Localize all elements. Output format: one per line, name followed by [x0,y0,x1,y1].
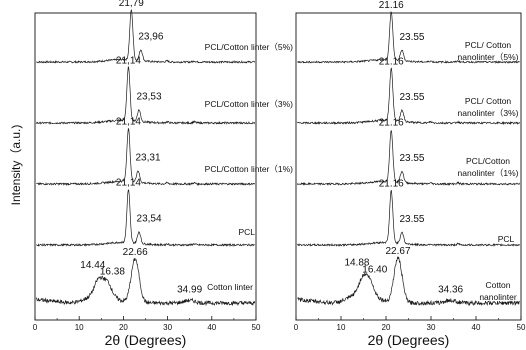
peak-label: 23.55 [399,153,424,164]
series-label: PCL [238,227,255,237]
x-tick-label: 10 [337,323,346,332]
series-label: PCL/Cotton linter（3%) [205,99,294,109]
x-tick-label: 0 [294,323,299,332]
peak-label: 14.88 [344,257,369,268]
x-tick-label: 20 [119,323,128,332]
x-tick-label: 20 [382,323,391,332]
series-label: PCL/Cotton linter（5%) [205,42,294,52]
peak-label: 21,14 [116,116,141,127]
xrd-trace [297,67,520,126]
peak-label: 23,31 [136,153,161,164]
series-label: nanolinter（1%) [458,168,519,178]
peak-label: 23,54 [137,214,162,225]
peak-label: 23.55 [399,32,424,43]
x-tick-label: 50 [517,323,526,332]
x-tick-label: 30 [163,323,172,332]
x-axis-label: 2θ (Degrees) [105,332,187,348]
xrd-trace [36,257,256,307]
peak-label: 21.16 [379,56,404,67]
peak-label: 16.40 [362,264,387,275]
peak-label: 21,14 [116,55,141,66]
series-label: PCL/Cotton [466,156,510,166]
peak-label: 34.99 [177,284,202,295]
x-tick-label: 10 [75,323,84,332]
peak-label: 23.55 [399,214,424,225]
series-label: nanolinter（3%) [458,108,519,118]
series-label: nanolinter [479,292,517,302]
xrd-trace [36,128,255,187]
xrd-trace [297,11,520,64]
peak-label: 23.55 [399,92,424,103]
peak-label: 34.36 [438,284,463,295]
peak-label: 21,14 [116,177,141,188]
xrd-trace [36,65,256,125]
peak-label: 14.44 [80,260,105,271]
peak-label: 21.16 [379,117,404,128]
xrd-trace [297,256,520,307]
xrd-trace [297,130,520,186]
series-label: PCL/Cotton linter（1%) [205,164,294,174]
x-tick-label: 0 [33,323,38,332]
y-axis-label: Intensity（a.u.) [9,125,23,206]
peak-label: 22.67 [385,246,410,257]
series-label: PCL [498,234,515,244]
xrd-trace [36,189,255,248]
series-label: Cotton linter [207,282,253,292]
peak-label: 21.16 [379,0,404,11]
xrd-trace [36,8,255,64]
series-label: Cotton [485,280,510,290]
peak-label: 21,79 [119,0,144,9]
x-tick-label: 30 [427,323,436,332]
peak-label: 23,53 [136,92,161,103]
x-tick-label: 40 [472,323,481,332]
peak-label: 21.16 [379,178,404,189]
series-label: nanolinter（5%) [458,52,519,62]
xrd-trace [297,189,520,247]
x-tick-label: 40 [207,323,216,332]
peak-label: 16.38 [100,267,125,278]
series-label: PCL/ Cotton [465,40,512,50]
peak-label: 23,96 [138,32,163,43]
x-tick-label: 50 [252,323,261,332]
series-label: PCL/ Cotton [465,96,512,106]
peak-label: 22.66 [123,247,148,258]
x-axis-label: 2θ (Degrees) [368,332,450,348]
